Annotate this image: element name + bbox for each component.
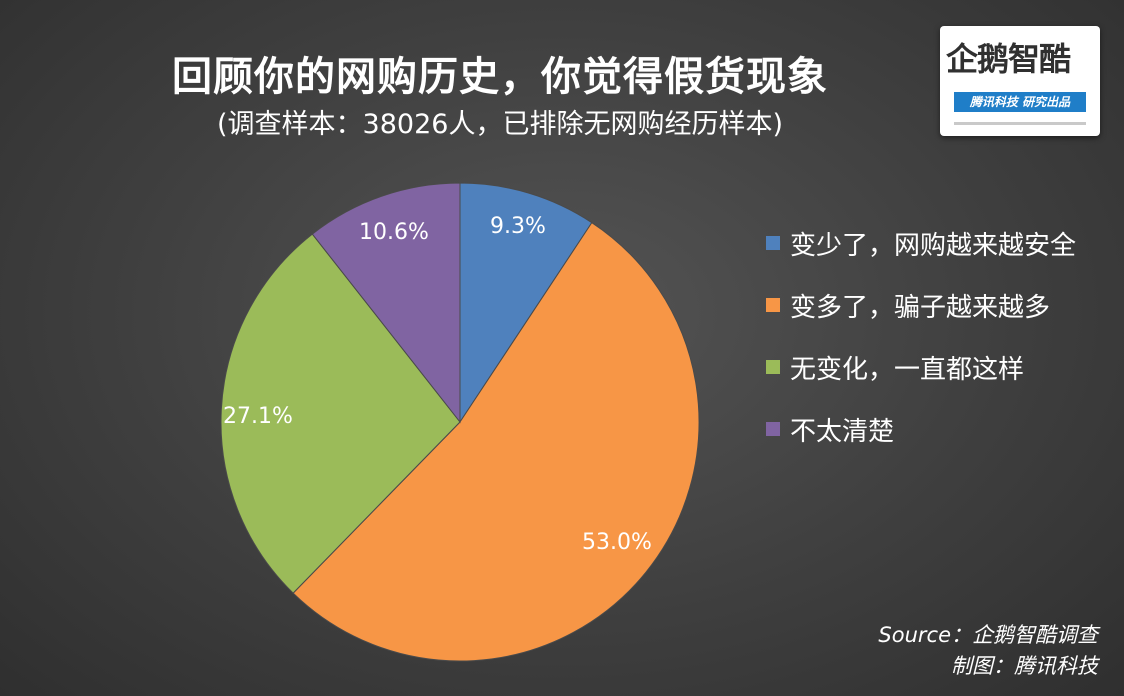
slice-data-label: 53.0%	[582, 530, 652, 555]
pie-slice	[311, 182, 461, 424]
legend-swatch	[766, 422, 780, 436]
pie-slice	[220, 233, 461, 594]
legend-label: 不太清楚	[790, 416, 895, 447]
legend-swatch	[766, 236, 780, 250]
brand-logo: 企鹅智酷 腾讯科技 研究出品	[940, 26, 1100, 136]
legend-swatch	[766, 298, 780, 312]
chart-legend: 变少了，网购越来越安全 变多了，骗子越来越多 无变化，一直都这样 不太清楚	[766, 212, 1076, 460]
logo-underline-icon	[954, 122, 1086, 125]
legend-item: 无变化，一直都这样	[766, 336, 1076, 398]
slice-data-label: 27.1%	[223, 404, 293, 429]
logo-wordmark: 企鹅智酷	[946, 40, 1071, 78]
legend-swatch	[766, 360, 780, 374]
source-text: Source：企鹅智酷调查	[878, 623, 1098, 647]
slice-data-label: 10.6%	[359, 220, 429, 245]
legend-label: 变少了，网购越来越安全	[790, 230, 1077, 261]
legend-item: 不太清楚	[766, 398, 1076, 460]
pie-slice	[459, 182, 593, 424]
credit-text: 制图：腾讯科技	[951, 654, 1098, 678]
legend-label: 变多了，骗子越来越多	[790, 292, 1051, 323]
chart-subtitle: (调查样本：38026人，已排除无网购经历样本)	[217, 109, 783, 140]
legend-label: 无变化，一直都这样	[790, 354, 1025, 385]
slice-data-label: 9.3%	[490, 214, 546, 239]
chart-title: 回顾你的网购历史，你觉得假货现象	[172, 54, 828, 100]
legend-item: 变少了，网购越来越安全	[766, 212, 1076, 274]
pie-slice	[292, 221, 700, 662]
source-note: Source：企鹅智酷调查 制图：腾讯科技	[878, 620, 1098, 682]
legend-item: 变多了，骗子越来越多	[766, 274, 1076, 336]
logo-tagline: 腾讯科技 研究出品	[954, 92, 1086, 112]
